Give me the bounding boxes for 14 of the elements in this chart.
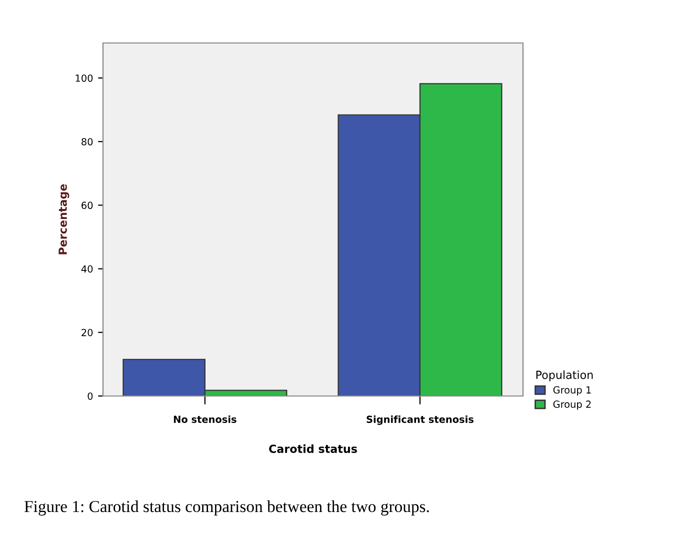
caption: Figure 1: Carotid status comparison between the two groups.	[24, 500, 429, 516]
y-tick-label: 20	[82, 328, 93, 336]
legend-label: Group 1	[553, 386, 591, 396]
y-tick-label: 0	[88, 392, 93, 400]
legend-label: Group 2	[553, 400, 591, 410]
y-tick-label: 40	[81, 265, 93, 273]
x-tick-label: No stenosis	[174, 415, 236, 423]
legend-title: Population	[536, 370, 593, 382]
x-axis-title: Carotid status	[269, 444, 357, 453]
y-axis-title: Percentage	[58, 184, 70, 254]
y-tick-label: 80	[82, 138, 93, 146]
y-tick-label: 100	[76, 74, 93, 82]
y-tick-label: 60	[82, 202, 93, 210]
x-tick-label: Significant stenosis	[366, 415, 474, 425]
